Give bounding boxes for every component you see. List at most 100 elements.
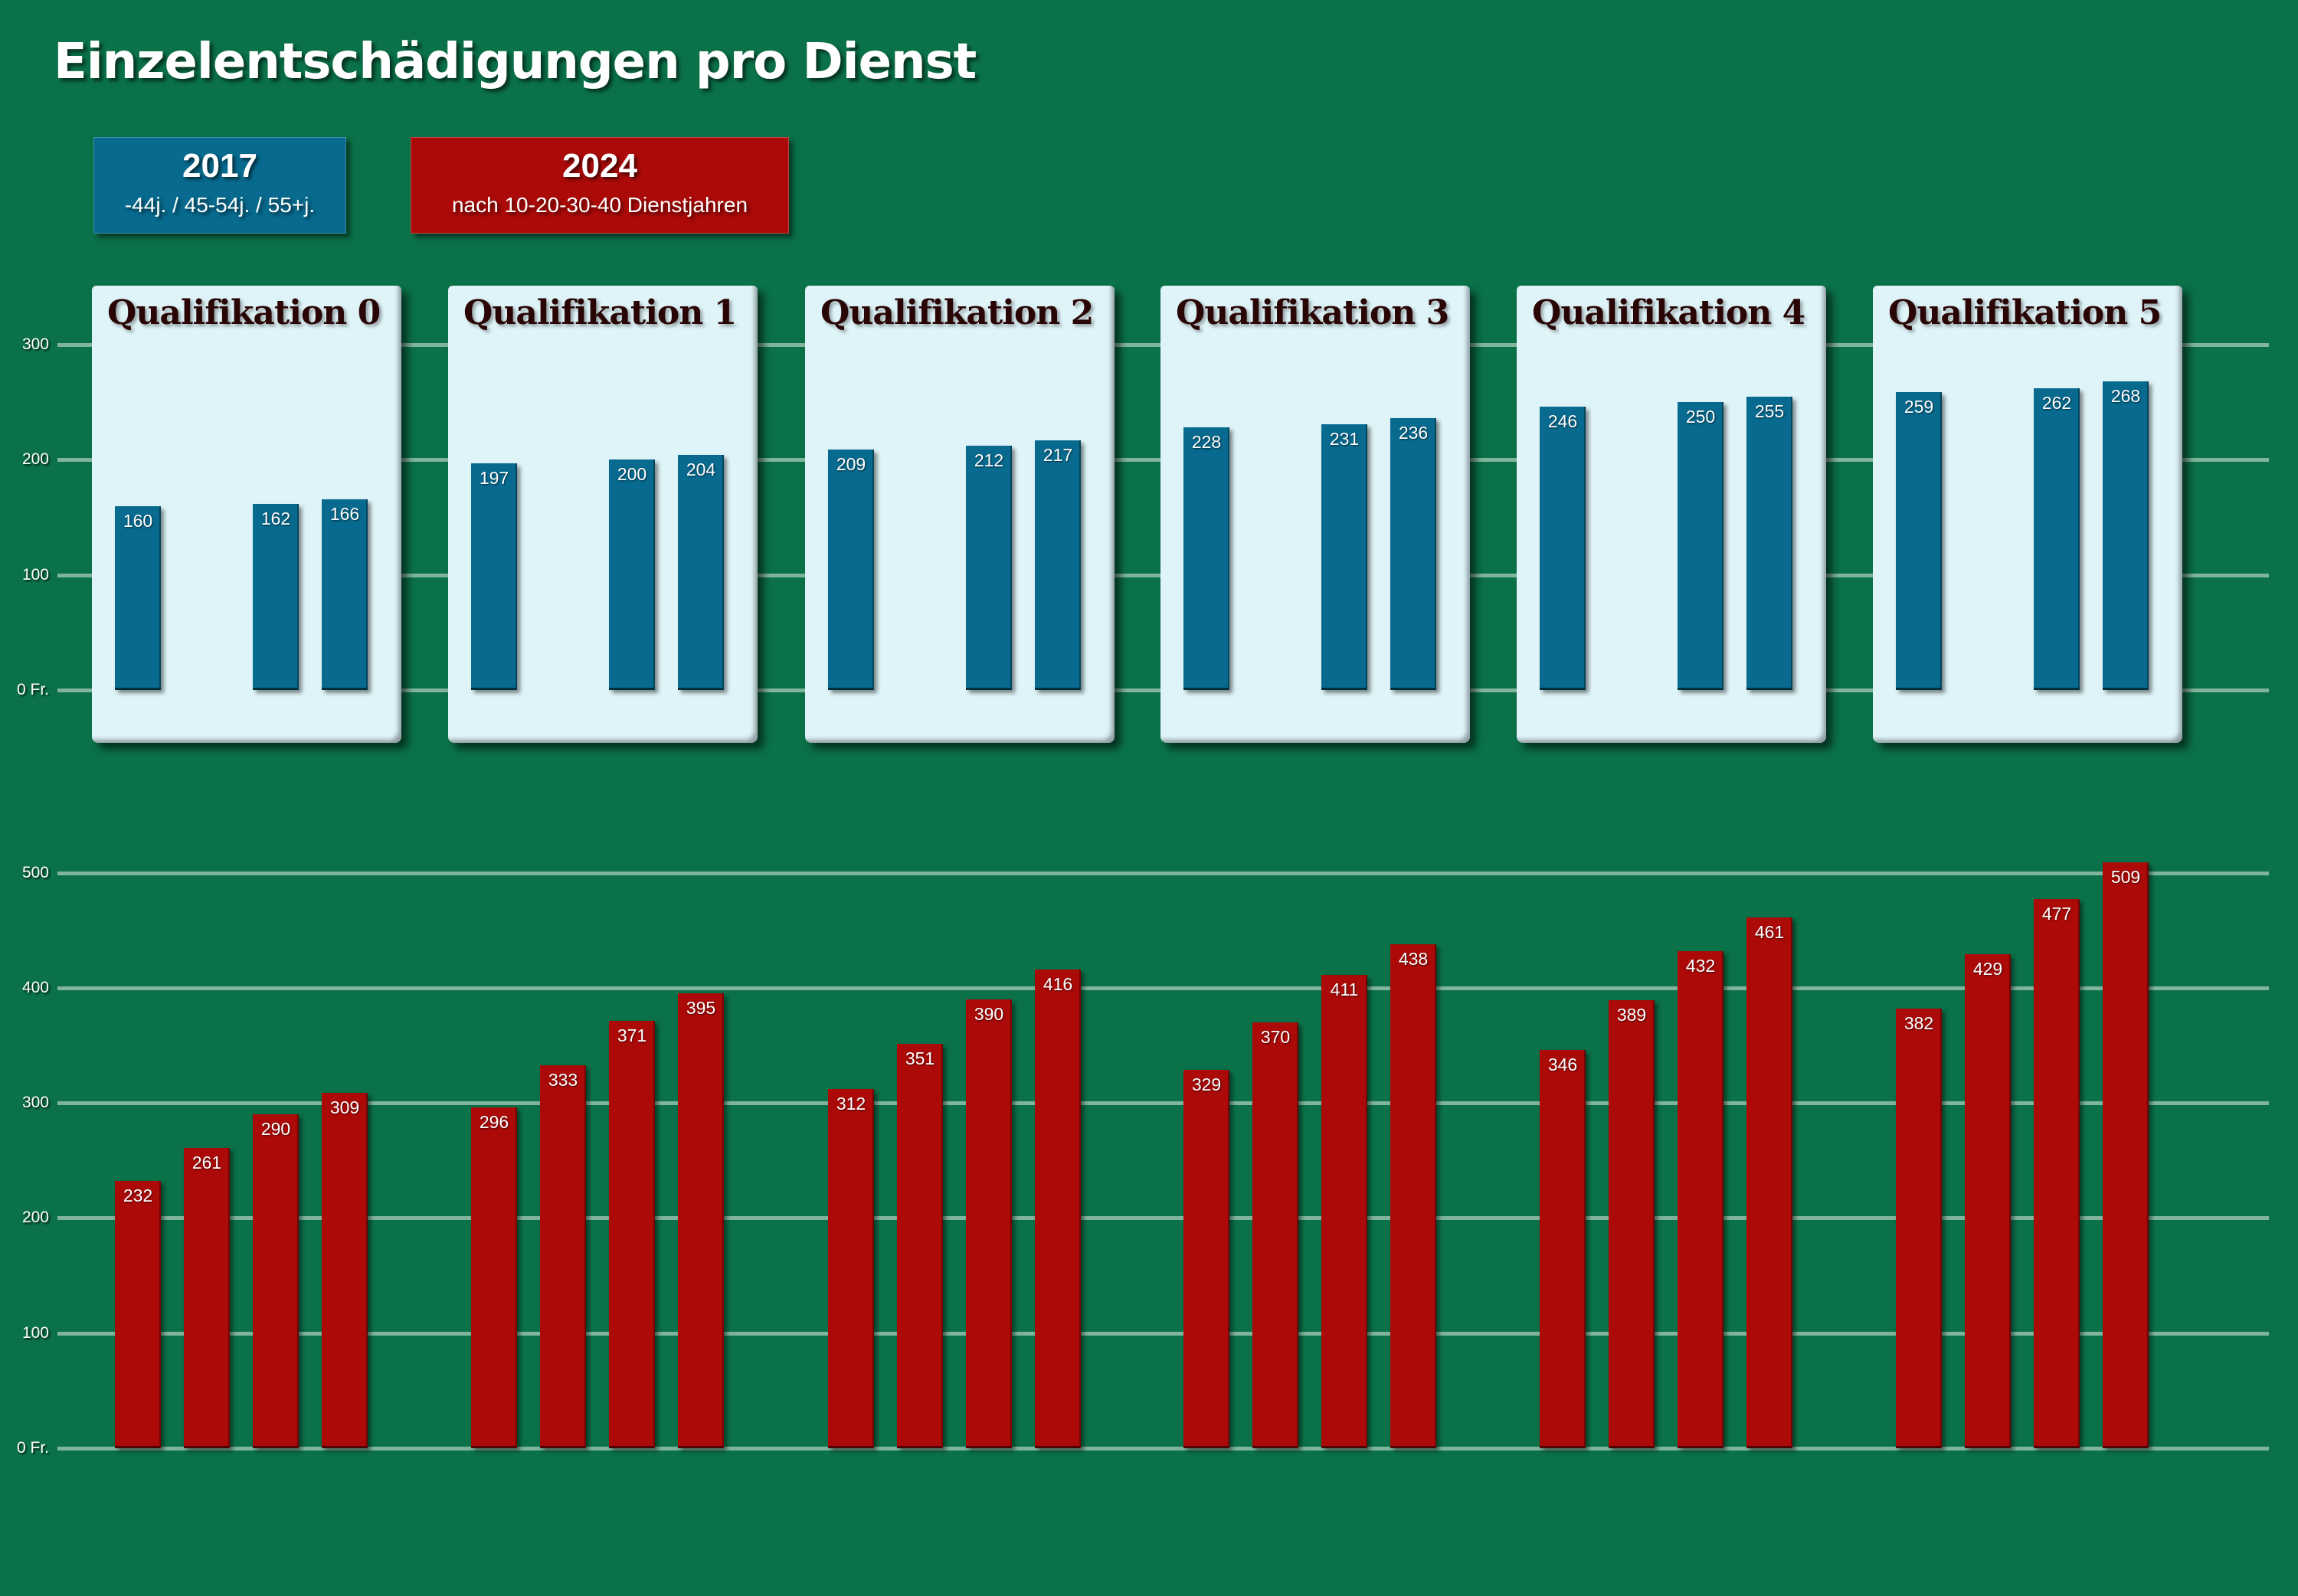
bar-2024 — [1965, 954, 2011, 1448]
bar-2017 — [1746, 396, 1792, 690]
bar-2024-value: 290 — [260, 1119, 291, 1140]
y2024-gridline — [57, 1447, 2269, 1450]
bar-2017-value: 200 — [617, 464, 647, 485]
panel-title: Qualifikation 0 — [107, 293, 381, 332]
y2017-tick-label: 300 — [21, 335, 49, 354]
bar-2017-value: 262 — [2041, 393, 2072, 414]
bar-2017-value: 236 — [1398, 423, 1429, 443]
y2024-gridline — [57, 1331, 2269, 1336]
bar-2017 — [1540, 407, 1586, 690]
bar-2024-value: 296 — [479, 1112, 509, 1133]
bar-2024-value: 371 — [617, 1025, 647, 1046]
bar-2017 — [2103, 381, 2149, 690]
bar-2017-value: 204 — [686, 460, 716, 480]
legend-2024: 2024 nach 10-20-30-40 Dienstjahren — [411, 137, 789, 234]
bar-2024 — [115, 1181, 161, 1448]
y2024-gridline — [57, 986, 2269, 990]
bar-2024 — [184, 1147, 230, 1448]
bar-2017-value: 228 — [1191, 432, 1222, 453]
bar-2024 — [1321, 975, 1367, 1448]
bar-2024 — [897, 1044, 943, 1448]
panel-title: Qualifikation 5 — [1888, 293, 2162, 332]
legend-2017: 2017 -44j. / 45-54j. / 55+j. — [93, 137, 346, 234]
bar-2017 — [1390, 418, 1436, 690]
bar-2017 — [609, 460, 655, 690]
y2024-tick-label: 300 — [21, 1094, 49, 1112]
panel-title: Qualifikation 3 — [1176, 293, 1449, 332]
bar-2024 — [471, 1107, 517, 1448]
y2024-tick-label: 500 — [21, 863, 49, 881]
bar-2017 — [1321, 424, 1367, 690]
bar-2024 — [1035, 969, 1081, 1448]
bar-2024 — [828, 1089, 874, 1448]
bar-2017 — [1678, 402, 1724, 690]
y2024-tick-label: 200 — [21, 1208, 49, 1227]
bar-2017 — [322, 499, 368, 690]
chart-title: Einzelentschädigungen pro Dienst — [54, 34, 977, 90]
bar-2017-value: 162 — [260, 508, 291, 528]
bar-2024 — [1678, 950, 1724, 1448]
bar-2017 — [1183, 427, 1229, 690]
bar-2024-value: 395 — [686, 998, 716, 1019]
bar-2017-value: 246 — [1547, 411, 1578, 432]
y2024-tick-label: 100 — [21, 1323, 49, 1342]
bar-2017 — [828, 449, 874, 690]
y2017-tick-label: 200 — [21, 450, 49, 469]
bar-2024-value: 438 — [1398, 948, 1429, 969]
bar-2017 — [471, 463, 517, 690]
bar-2024-value: 232 — [123, 1186, 153, 1206]
bar-2024-value: 411 — [1330, 980, 1359, 1000]
bar-2017-value: 212 — [974, 450, 1004, 471]
bar-2024-value: 416 — [1043, 973, 1073, 994]
legend-2017-subtitle: -44j. / 45-54j. / 55+j. — [124, 193, 316, 217]
y2024-tick-label: 400 — [21, 978, 49, 996]
bar-2024-value: 477 — [2041, 904, 2072, 924]
bar-2024 — [1390, 944, 1436, 1448]
bar-2024-value: 370 — [1260, 1026, 1291, 1047]
bar-2024 — [1746, 917, 1792, 1448]
bar-2017-value: 268 — [2110, 386, 2141, 407]
bar-2024-value: 390 — [974, 1003, 1004, 1024]
bar-2024-value: 346 — [1547, 1054, 1578, 1074]
bar-2017-value: 259 — [1904, 396, 1934, 417]
bar-2017-value: 160 — [123, 510, 153, 531]
bar-2024 — [2034, 899, 2080, 1448]
y2024-gridline — [57, 871, 2269, 875]
bar-2024 — [966, 999, 1012, 1448]
bar-2024-value: 432 — [1685, 955, 1716, 976]
panel-title: Qualifikation 1 — [463, 293, 737, 332]
bar-2024-value: 382 — [1904, 1012, 1934, 1033]
bar-2024 — [2103, 862, 2149, 1448]
bar-2017 — [253, 503, 299, 690]
y2024-gridline — [57, 1216, 2269, 1221]
bar-2017-value: 209 — [836, 453, 866, 474]
bar-2024 — [1252, 1022, 1298, 1448]
bar-2024 — [1540, 1049, 1586, 1448]
bar-2024-value: 329 — [1191, 1074, 1222, 1094]
bar-2024 — [322, 1092, 368, 1448]
bar-2017-value: 250 — [1685, 407, 1716, 427]
bar-2017-value: 255 — [1754, 401, 1785, 421]
bar-2024 — [253, 1114, 299, 1448]
y2017-tick-label: 0 Fr. — [16, 681, 49, 698]
bar-2024-value: 461 — [1754, 922, 1785, 943]
bar-2017 — [678, 455, 724, 690]
bar-2017-value: 231 — [1329, 428, 1360, 449]
bar-2017 — [1896, 391, 1942, 690]
bar-2017-value: 166 — [329, 503, 360, 524]
legend-2017-year: 2017 — [182, 147, 257, 185]
y2017-tick-label: 100 — [21, 565, 49, 584]
bar-2024 — [678, 993, 724, 1448]
bar-2017-value: 197 — [479, 467, 509, 488]
legend-2024-year: 2024 — [562, 147, 637, 185]
legend-2024-subtitle: nach 10-20-30-40 Dienstjahren — [451, 193, 748, 217]
panel-title: Qualifikation 2 — [820, 293, 1094, 332]
bar-2024-value: 389 — [1616, 1005, 1647, 1025]
bar-2017 — [966, 446, 1012, 690]
bar-2017 — [1035, 440, 1081, 690]
bar-2017 — [2034, 388, 2080, 690]
y2024-tick-label: 0 Fr. — [16, 1439, 49, 1457]
bar-2017 — [115, 505, 161, 690]
bar-2024-value: 309 — [329, 1097, 360, 1117]
bar-2024-value: 261 — [192, 1152, 222, 1172]
